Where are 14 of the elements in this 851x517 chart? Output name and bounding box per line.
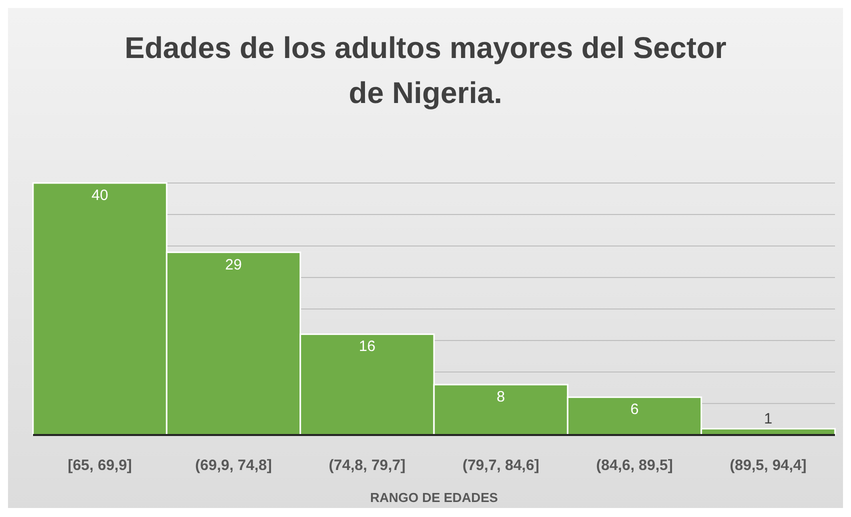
data-label: 8 (496, 388, 506, 406)
x-axis-title: RANGO DE EDADES (370, 490, 498, 505)
x-tick-label: (74,8, 79,7] (328, 457, 406, 474)
chart-title: Edades de los adultos mayores del Sector de Nigeria. (124, 32, 727, 110)
data-label: 16 (358, 338, 376, 356)
x-tick-label: (84,6, 89,5] (596, 457, 673, 474)
x-tick-label: [65, 69,9] (68, 457, 132, 474)
x-tick-label: (79,7, 84,6] (462, 457, 540, 474)
x-tick-label: (89,5, 94,4] (730, 457, 807, 474)
data-label: 6 (630, 401, 639, 418)
data-label: 40 (91, 187, 108, 204)
x-tick-label: (69,9, 74,8] (195, 457, 272, 474)
data-label: 1 (764, 410, 772, 428)
data-label: 29 (225, 256, 242, 274)
